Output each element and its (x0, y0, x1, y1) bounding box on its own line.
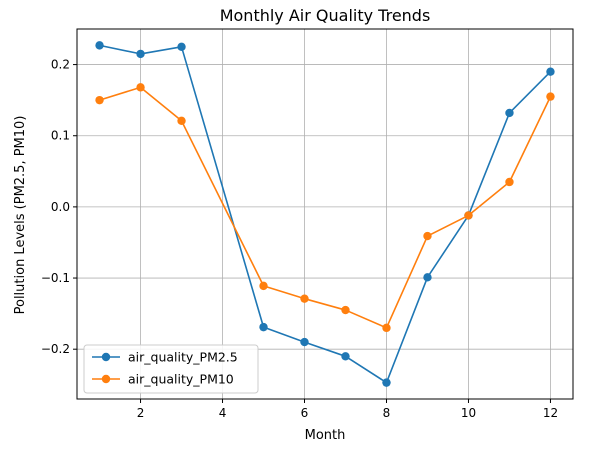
data-point (423, 231, 432, 241)
x-tick-label: 4 (219, 406, 227, 420)
data-point (95, 95, 104, 105)
data-point (382, 378, 391, 387)
data-point (177, 116, 186, 125)
x-tick-label: 8 (383, 406, 391, 420)
y-tick-label: −0.1 (41, 271, 70, 285)
data-point (300, 294, 309, 303)
plot-frame (76, 28, 574, 400)
data-point (341, 352, 350, 361)
legend: air_quality_PM2.5 air_quality_PM10 (83, 344, 259, 394)
y-tick-label: 0.0 (51, 200, 70, 214)
y-tick-label: 0.1 (51, 129, 70, 143)
data-point (423, 273, 432, 282)
data-point (382, 323, 391, 333)
data-point (259, 322, 268, 332)
y-axis: −0.2 −0.1 0.0 0.1 0.2 (41, 58, 77, 356)
legend-label: air_quality_PM10 (128, 372, 234, 387)
series-2 (95, 83, 555, 333)
x-tick-label: 10 (461, 406, 476, 420)
chart-title: Monthly Air Quality Trends (220, 6, 431, 25)
legend-marker (101, 374, 111, 384)
legend-marker (101, 352, 111, 362)
data-point (546, 92, 555, 101)
data-point (177, 42, 186, 51)
data-point (136, 49, 145, 59)
series-line (99, 44, 552, 384)
series-line (99, 86, 552, 329)
legend-box (83, 344, 259, 394)
y-tick-label: 0.2 (51, 58, 70, 72)
x-axis-label: Month (305, 428, 346, 443)
data-point (300, 337, 309, 347)
data-point (341, 305, 350, 315)
data-point (546, 67, 555, 76)
series-1 (95, 41, 555, 387)
y-axis-label: Pollution Levels (PM2.5, PM10) (13, 116, 28, 315)
data-point (259, 281, 268, 291)
x-axis: 2 4 6 8 10 12 (137, 399, 558, 420)
data-point (505, 108, 514, 118)
data-point (464, 211, 473, 220)
data-point (95, 41, 104, 50)
x-tick-label: 2 (137, 406, 145, 420)
data-point (505, 177, 514, 187)
data-point (136, 83, 145, 92)
grid (77, 29, 573, 399)
series-layer (95, 41, 555, 387)
x-tick-label: 12 (543, 406, 558, 420)
legend-label: air_quality_PM2.5 (128, 350, 238, 365)
y-tick-label: −0.2 (41, 342, 70, 356)
x-tick-label: 6 (301, 406, 309, 420)
